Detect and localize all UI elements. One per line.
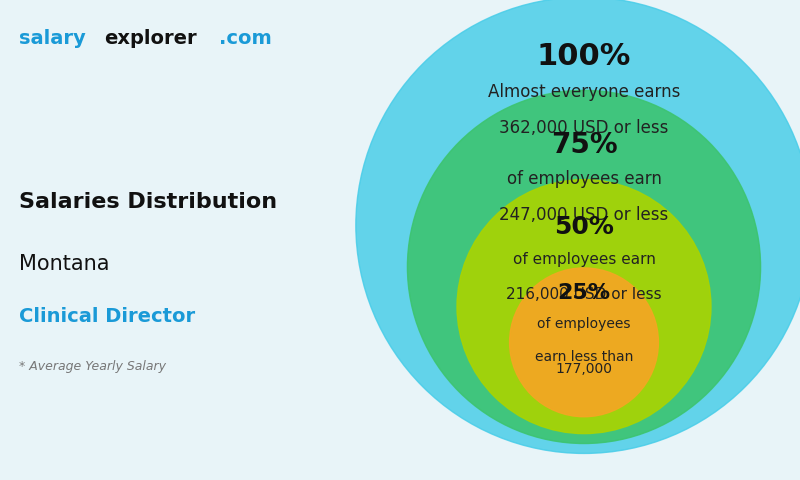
Text: 100%: 100% (537, 42, 631, 71)
Text: salary: salary (19, 29, 86, 48)
Text: 216,000 USD or less: 216,000 USD or less (506, 287, 662, 301)
Text: of employees earn: of employees earn (513, 252, 655, 267)
Text: earn less than: earn less than (535, 350, 633, 364)
Text: 25%: 25% (558, 283, 610, 303)
Text: explorer: explorer (105, 29, 197, 48)
Text: 177,000: 177,000 (555, 362, 613, 376)
Circle shape (510, 268, 658, 417)
Text: 362,000 USD or less: 362,000 USD or less (499, 119, 669, 137)
Text: 50%: 50% (554, 216, 614, 240)
Text: Montana: Montana (19, 254, 110, 275)
Text: Clinical Director: Clinical Director (19, 307, 195, 326)
Text: 247,000 USD or less: 247,000 USD or less (499, 206, 669, 224)
Text: of employees: of employees (538, 317, 630, 331)
Text: Almost everyone earns: Almost everyone earns (488, 83, 680, 101)
Text: .com: .com (219, 29, 271, 48)
Circle shape (356, 0, 800, 454)
Text: 75%: 75% (550, 131, 618, 159)
Circle shape (457, 180, 711, 433)
Text: of employees earn: of employees earn (506, 170, 662, 188)
Text: * Average Yearly Salary: * Average Yearly Salary (19, 360, 166, 373)
Circle shape (407, 90, 761, 444)
Text: Salaries Distribution: Salaries Distribution (19, 192, 277, 212)
